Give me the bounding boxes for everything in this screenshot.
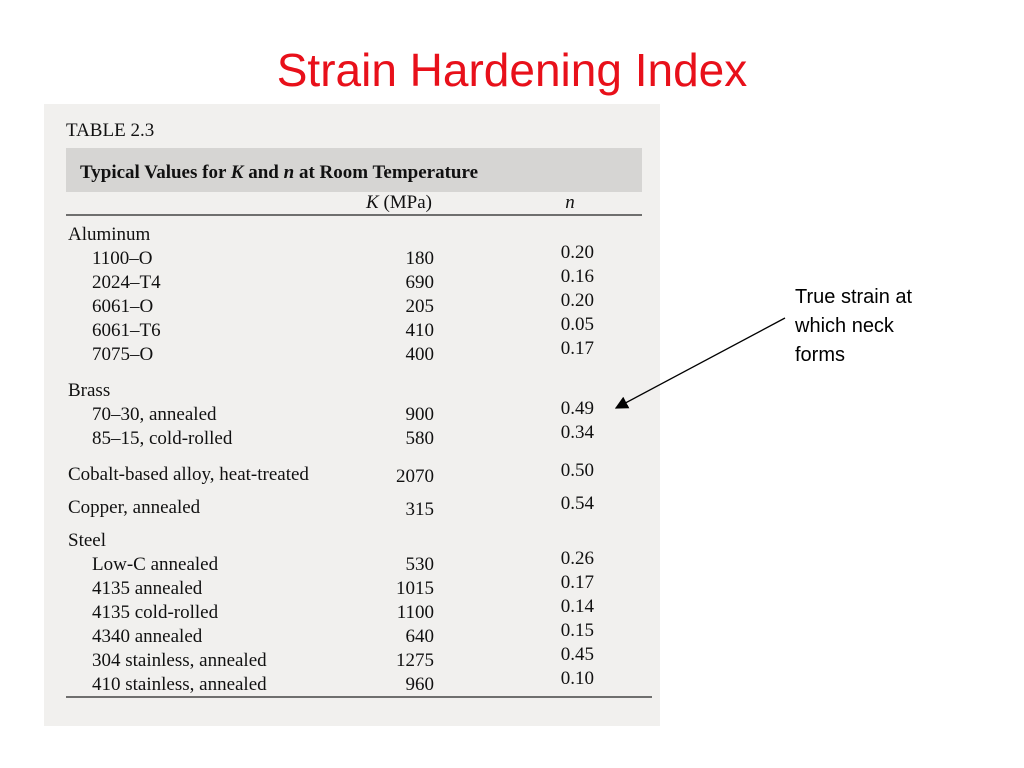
n-value: 0.26 (561, 548, 594, 569)
n-value: 0.49 (561, 398, 594, 419)
column-header-part: (MPa) (379, 192, 432, 213)
material: 7075–O (92, 344, 153, 365)
annotation-arrow (614, 317, 786, 409)
caption-part: K (230, 162, 245, 183)
caption-part: n (284, 162, 295, 183)
material: 70–30, annealed (92, 404, 217, 425)
k-value: 1015 (396, 578, 434, 599)
material: 4135 annealed (92, 578, 203, 599)
caption-bar (66, 148, 642, 192)
k-value: 690 (406, 272, 435, 293)
n-value: 0.20 (561, 290, 594, 311)
n-value: 0.05 (561, 314, 594, 335)
material: Cobalt-based alloy, heat-treated (68, 464, 309, 485)
n-value: 0.50 (561, 460, 594, 481)
material: 1100–O (92, 248, 153, 269)
material: 85–15, cold-rolled (92, 428, 233, 449)
column-header: K (MPa) (365, 192, 432, 213)
group-name: Steel (68, 530, 106, 551)
caption-part: and (243, 162, 283, 183)
k-value: 315 (406, 499, 435, 520)
k-value: 640 (406, 626, 435, 647)
k-value: 2070 (396, 466, 434, 487)
group-name: Brass (68, 380, 110, 401)
k-value: 1100 (397, 602, 434, 623)
k-value: 180 (406, 248, 435, 269)
annotation-line: which neck (794, 315, 895, 337)
n-value: 0.16 (561, 266, 594, 287)
annotation-line: forms (795, 344, 845, 366)
n-value: 0.20 (561, 242, 594, 263)
n-value: 0.14 (561, 596, 595, 617)
column-header: n (565, 192, 575, 213)
k-value: 900 (406, 404, 435, 425)
caption-part: at Room Temperature (294, 162, 478, 183)
column-header-part: K (365, 192, 380, 213)
caption-part: Typical Values for (80, 162, 231, 183)
n-value: 0.45 (561, 644, 594, 665)
material: 4340 annealed (92, 626, 203, 647)
annotation-line: True strain at (795, 286, 913, 308)
k-value: 410 (406, 320, 435, 341)
material: 6061–O (92, 296, 153, 317)
k-value: 1275 (396, 650, 434, 671)
table-label: TABLE 2.3 (66, 120, 154, 141)
material: Low-C annealed (92, 554, 219, 575)
n-value: 0.54 (561, 493, 595, 514)
n-value: 0.15 (561, 620, 594, 641)
n-value: 0.34 (561, 422, 595, 443)
k-value: 400 (406, 344, 435, 365)
k-value: 530 (406, 554, 435, 575)
material: 2024–T4 (92, 272, 161, 293)
material: Copper, annealed (68, 497, 201, 518)
table-scan (44, 104, 660, 726)
n-value: 0.10 (561, 668, 594, 689)
group-name: Aluminum (68, 224, 151, 245)
k-value: 580 (406, 428, 435, 449)
material: 4135 cold-rolled (92, 602, 219, 623)
k-value: 205 (406, 296, 435, 317)
material: 6061–T6 (92, 320, 161, 341)
k-value: 960 (406, 674, 435, 695)
slide-title: Strain Hardening Index (277, 44, 748, 96)
material: 410 stainless, annealed (92, 674, 267, 695)
n-value: 0.17 (561, 338, 594, 359)
material: 304 stainless, annealed (92, 650, 267, 671)
table-caption: Typical Values for K and n at Room Tempe… (80, 162, 478, 183)
n-value: 0.17 (561, 572, 594, 593)
